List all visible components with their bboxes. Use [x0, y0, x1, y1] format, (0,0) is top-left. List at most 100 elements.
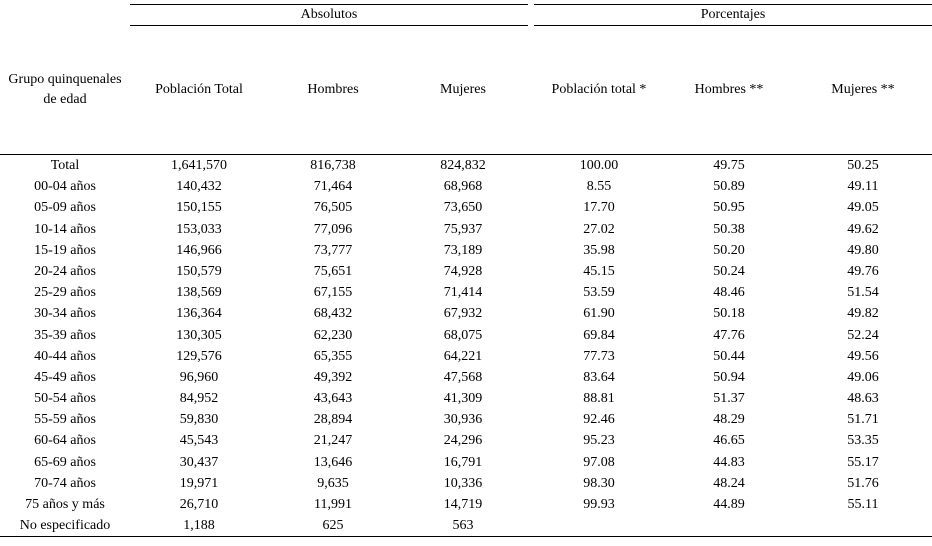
value-cell: 150,155: [176, 200, 222, 216]
row-label: 75 años y más: [25, 497, 105, 512]
table-row: 35-39 años 130,305 62,230 68,075 69.84 47.76 5…: [0, 325, 932, 346]
value-cell: 75,937: [443, 221, 483, 237]
table-row: 75 años y más 26,710 11,991 14,719 99.93 44.8…: [0, 494, 932, 515]
value-cell: 76,505: [313, 200, 353, 216]
value-cell: 52.24: [847, 327, 879, 343]
value-cell: 95.23: [583, 433, 615, 449]
table-row: 60-64 años 45,543 21,247 24,296 95.23 46.65 53…: [0, 430, 932, 451]
value-cell: 138,569: [176, 285, 222, 301]
group-header-absolutos: Absolutos: [130, 4, 528, 26]
group-header-row: Absolutos Porcentajes: [0, 4, 932, 26]
value-cell: 30,437: [179, 454, 219, 470]
value-cell: 49,392: [313, 369, 353, 385]
value-cell: 44.89: [713, 497, 745, 512]
value-cell: 65,355: [313, 348, 353, 364]
value-cell: 51.54: [847, 285, 879, 301]
value-cell: 51.71: [847, 412, 879, 428]
value-cell: 73,777: [313, 242, 353, 258]
row-header-line2: de edad: [43, 92, 87, 107]
value-cell: 47.76: [713, 327, 745, 343]
value-cell: 53.35: [847, 433, 879, 449]
value-cell: 50.38: [713, 221, 745, 237]
value-cell: 50.44: [713, 348, 745, 364]
value-cell: 816,738: [310, 158, 356, 173]
value-cell: 100.00: [579, 158, 619, 173]
row-label: 45-49 años: [34, 369, 96, 385]
row-label: 00-04 años: [34, 179, 96, 195]
col-header-hombres: Hombres: [307, 82, 359, 97]
value-cell: 26,710: [179, 497, 219, 512]
col-header-mujeres: Mujeres: [440, 82, 486, 97]
row-label: 55-59 años: [34, 412, 96, 428]
header-body-divider: [0, 154, 932, 155]
value-cell: 68,968: [443, 179, 483, 195]
value-cell: 1,188: [183, 518, 215, 534]
value-cell: 71,464: [313, 179, 353, 195]
table-row: 15-19 años 146,966 73,777 73,189 35.98 50.20 4…: [0, 240, 932, 261]
row-header: Grupo quinquenales de edad: [0, 70, 130, 110]
value-cell: 50.24: [713, 263, 745, 279]
row-label: 70-74 años: [34, 475, 96, 491]
table-row: 45-49 años 96,960 49,392 47,568 83.64 50.94 49…: [0, 367, 932, 388]
value-cell: 55.11: [847, 497, 879, 512]
table-row: 30-34 años 136,364 68,432 67,932 61.90 50.18 4…: [0, 303, 932, 324]
row-label: No especificado: [19, 518, 111, 534]
value-cell: 98.30: [583, 475, 615, 491]
value-cell: 46.65: [713, 433, 745, 449]
value-cell: 51.76: [847, 475, 879, 491]
value-cell: 563: [452, 518, 474, 534]
value-cell: 43,643: [313, 391, 353, 407]
value-cell: 67,932: [443, 306, 483, 322]
value-cell: [664, 515, 794, 536]
table-row: 55-59 años 59,830 28,894 30,936 92.46 48.29 51…: [0, 409, 932, 430]
population-by-age-table: Absolutos Porcentajes Grupo quinquenales…: [0, 4, 932, 546]
value-cell: 130,305: [176, 327, 222, 343]
value-cell: 16,791: [443, 454, 483, 470]
value-cell: 136,364: [176, 306, 222, 322]
value-cell: 13,646: [313, 454, 353, 470]
value-cell: 84,952: [179, 391, 219, 407]
table-body: Total 1,641,570 816,738 824,832 100.00 49.75 5…: [0, 155, 932, 536]
value-cell: 83.64: [583, 369, 615, 385]
value-cell: 50.94: [713, 369, 745, 385]
value-cell: 11,991: [314, 497, 352, 512]
value-cell: 625: [322, 518, 344, 534]
value-cell: 49.75: [713, 158, 745, 173]
value-cell: 35.98: [583, 242, 615, 258]
row-label: 20-24 años: [34, 263, 96, 279]
value-cell: 49.62: [847, 221, 879, 237]
value-cell: 69.84: [583, 327, 615, 343]
value-cell: 55.17: [847, 454, 879, 470]
value-cell: 1,641,570: [171, 158, 227, 173]
value-cell: 97.08: [583, 454, 615, 470]
table-row: No especificado 1,188 625 563: [0, 515, 932, 536]
row-label: 05-09 años: [34, 200, 96, 216]
table-row: Total 1,641,570 816,738 824,832 100.00 49.75 5…: [0, 155, 932, 176]
table-row: 10-14 años 153,033 77,096 75,937 27.02 50.38 4…: [0, 219, 932, 240]
row-header-line1: Grupo quinquenales: [8, 72, 122, 87]
table-row: 50-54 años 84,952 43,643 41,309 88.81 51.37 48…: [0, 388, 932, 409]
value-cell: 14,719: [443, 497, 483, 512]
value-cell: 92.46: [583, 412, 615, 428]
row-label: 30-34 años: [34, 306, 96, 322]
value-cell: 77,096: [313, 221, 353, 237]
col-header-poblacion-total: Población Total: [155, 82, 243, 97]
row-label: 25-29 años: [34, 285, 96, 301]
row-label: Total: [50, 158, 80, 173]
value-cell: 140,432: [176, 179, 222, 195]
value-cell: 146,966: [176, 242, 222, 258]
value-cell: 59,830: [179, 412, 219, 428]
value-cell: 44.83: [713, 454, 745, 470]
value-cell: 8.55: [586, 179, 612, 195]
table-bottom-divider: [0, 536, 932, 538]
value-cell: 64,221: [443, 348, 483, 364]
row-label: 60-64 años: [34, 433, 96, 449]
table-row: 70-74 años 19,971 9,635 10,336 98.30 48.24 51.…: [0, 473, 932, 494]
value-cell: 824,832: [440, 158, 486, 173]
value-cell: 48.46: [713, 285, 745, 301]
value-cell: 45,543: [179, 433, 219, 449]
value-cell: 68,432: [313, 306, 353, 322]
table-row: 25-29 años 138,569 67,155 71,414 53.59 48.46 5…: [0, 282, 932, 303]
value-cell: 49.80: [847, 242, 879, 258]
row-label: 40-44 años: [34, 348, 96, 364]
